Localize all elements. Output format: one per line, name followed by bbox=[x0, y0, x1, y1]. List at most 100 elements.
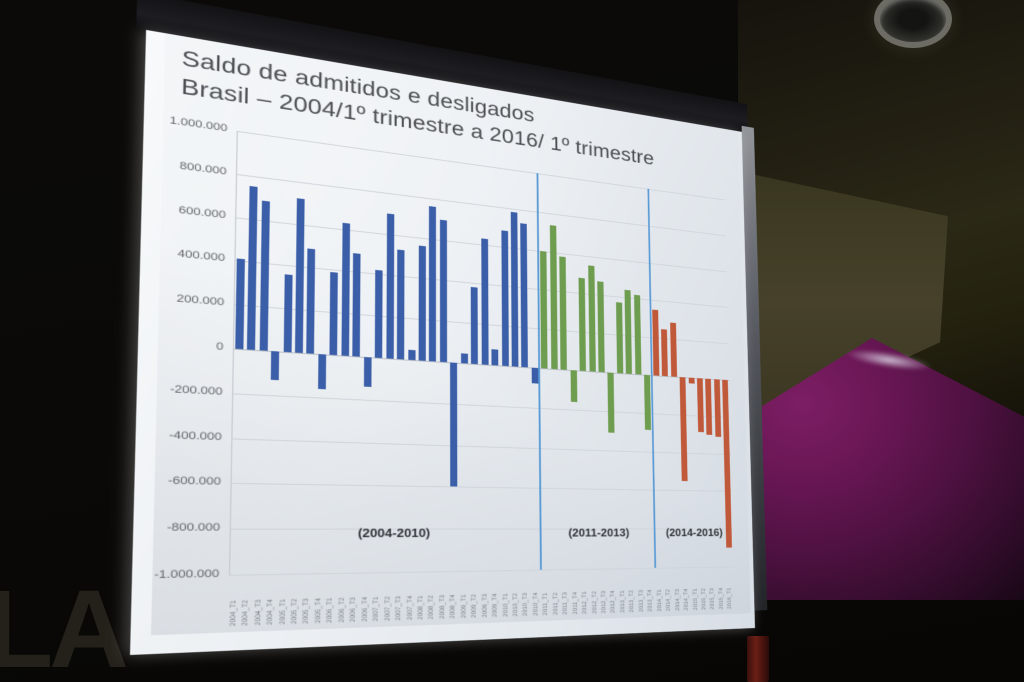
x-axis-label: 2008_T1 bbox=[417, 595, 425, 620]
projection-screen: Saldo de admitidos e desligados Brasil –… bbox=[130, 0, 768, 656]
x-axis-label: 2006_T2 bbox=[337, 597, 346, 623]
bar bbox=[607, 372, 615, 433]
y-axis-line bbox=[228, 130, 238, 575]
x-axis-label: 2013_T3 bbox=[638, 589, 645, 613]
gridline bbox=[229, 528, 734, 530]
gridline bbox=[231, 438, 732, 455]
period-annotation: (2014-2016) bbox=[665, 526, 723, 539]
bar bbox=[407, 349, 416, 361]
bar bbox=[578, 277, 587, 372]
bar bbox=[439, 219, 447, 363]
bar bbox=[329, 271, 339, 356]
x-axis-label: 2013_T1 bbox=[619, 590, 627, 613]
bar bbox=[633, 294, 642, 375]
gridline bbox=[235, 173, 726, 237]
x-axis-label: 2013_T2 bbox=[628, 590, 636, 613]
x-axis-label: 2014_T3 bbox=[674, 588, 681, 611]
bar bbox=[587, 265, 596, 372]
period-annotation: (2011-2013) bbox=[568, 526, 630, 540]
bar bbox=[713, 379, 721, 437]
x-axis-label: 2004_T1 bbox=[228, 600, 238, 627]
x-axis-label: 2005_T3 bbox=[302, 598, 311, 624]
y-axis-label: 0 bbox=[216, 340, 224, 353]
bar bbox=[341, 222, 350, 356]
x-axis-label: 2007_T4 bbox=[406, 595, 414, 621]
bar bbox=[396, 249, 405, 360]
bar bbox=[624, 289, 633, 374]
bar bbox=[696, 378, 704, 433]
x-axis-label: 2009_T2 bbox=[470, 594, 478, 618]
bar bbox=[295, 198, 305, 354]
bar bbox=[520, 223, 529, 368]
x-axis-label: 2012_T1 bbox=[581, 591, 589, 615]
bar bbox=[283, 273, 293, 353]
bar bbox=[234, 258, 245, 350]
x-axis-label: 2008_T2 bbox=[428, 595, 436, 620]
bar bbox=[352, 252, 361, 357]
x-axis-label: 2005_T1 bbox=[278, 598, 287, 625]
y-axis-label: -600.000 bbox=[167, 475, 222, 489]
x-axis-label: 2008_T4 bbox=[449, 594, 457, 619]
y-axis-label: 600.000 bbox=[178, 203, 226, 221]
y-axis-label: 400.000 bbox=[177, 248, 226, 265]
bar bbox=[470, 286, 479, 365]
bar bbox=[460, 352, 468, 364]
x-axis-label: 2011_T1 bbox=[542, 592, 550, 616]
period-annotation: (2004-2010) bbox=[357, 526, 431, 541]
bar bbox=[418, 245, 426, 361]
x-axis-label: 2009_T4 bbox=[491, 593, 499, 618]
x-axis-label: 2010_T1 bbox=[501, 593, 509, 617]
x-axis-label: 2011_T4 bbox=[571, 591, 579, 615]
x-axis-label: 2004_T3 bbox=[253, 599, 263, 626]
x-axis-label: 2006_T3 bbox=[349, 597, 358, 623]
x-axis-label: 2014_T4 bbox=[683, 588, 690, 611]
bar bbox=[570, 370, 577, 402]
x-axis-label: 2012_T2 bbox=[591, 590, 598, 614]
bar bbox=[597, 281, 605, 373]
y-axis-label: -200.000 bbox=[169, 383, 223, 398]
bar bbox=[705, 378, 713, 435]
x-axis-label: 2010_T3 bbox=[522, 592, 530, 617]
x-axis-label: 2012_T4 bbox=[610, 590, 617, 614]
bar bbox=[540, 250, 548, 369]
y-axis-label: -400.000 bbox=[168, 428, 222, 443]
x-axis-label: 2007_T2 bbox=[383, 596, 392, 621]
x-axis-label: 2016_T1 bbox=[726, 587, 733, 610]
bar bbox=[669, 322, 677, 377]
bar bbox=[480, 238, 489, 365]
bar bbox=[363, 356, 372, 388]
x-axis-label: 2012_T3 bbox=[600, 590, 608, 614]
x-axis-label: 2014_T1 bbox=[656, 589, 663, 612]
x-axis-label: 2009_T3 bbox=[481, 593, 489, 618]
slide: Saldo de admitidos e desligados Brasil –… bbox=[151, 33, 751, 636]
x-axis-label: 2004_T2 bbox=[241, 599, 251, 626]
bar bbox=[500, 230, 509, 367]
floor-object bbox=[747, 636, 769, 682]
screen-surface: Saldo de admitidos e desligados Brasil –… bbox=[130, 29, 755, 656]
bar bbox=[317, 354, 327, 389]
x-axis-label: 2015_T1 bbox=[692, 588, 699, 611]
bar bbox=[688, 377, 695, 384]
wall-letters: LA bbox=[0, 568, 129, 682]
x-axis-label: 2006_T1 bbox=[326, 597, 335, 623]
bar bbox=[559, 256, 568, 370]
y-axis-label: -1.000.000 bbox=[154, 567, 220, 582]
x-axis-label: 2011_T2 bbox=[552, 592, 560, 616]
bar bbox=[385, 213, 394, 359]
bar bbox=[531, 367, 539, 384]
y-axis-label: 200.000 bbox=[176, 292, 225, 309]
bar bbox=[374, 269, 383, 359]
gridline bbox=[230, 483, 733, 493]
x-axis-label: 2010_T4 bbox=[532, 592, 540, 616]
x-axis-label: 2007_T1 bbox=[372, 596, 381, 622]
bar bbox=[259, 200, 270, 351]
gridline bbox=[232, 393, 731, 418]
bar bbox=[679, 377, 688, 482]
period-separator-line bbox=[536, 173, 542, 570]
x-axis-label: 2005_T2 bbox=[290, 598, 299, 625]
bar bbox=[270, 351, 280, 381]
bar bbox=[429, 206, 437, 362]
bar bbox=[722, 379, 733, 548]
x-axis-label: 2011_T3 bbox=[562, 592, 569, 615]
x-axis-label: 2015_T3 bbox=[709, 587, 716, 610]
